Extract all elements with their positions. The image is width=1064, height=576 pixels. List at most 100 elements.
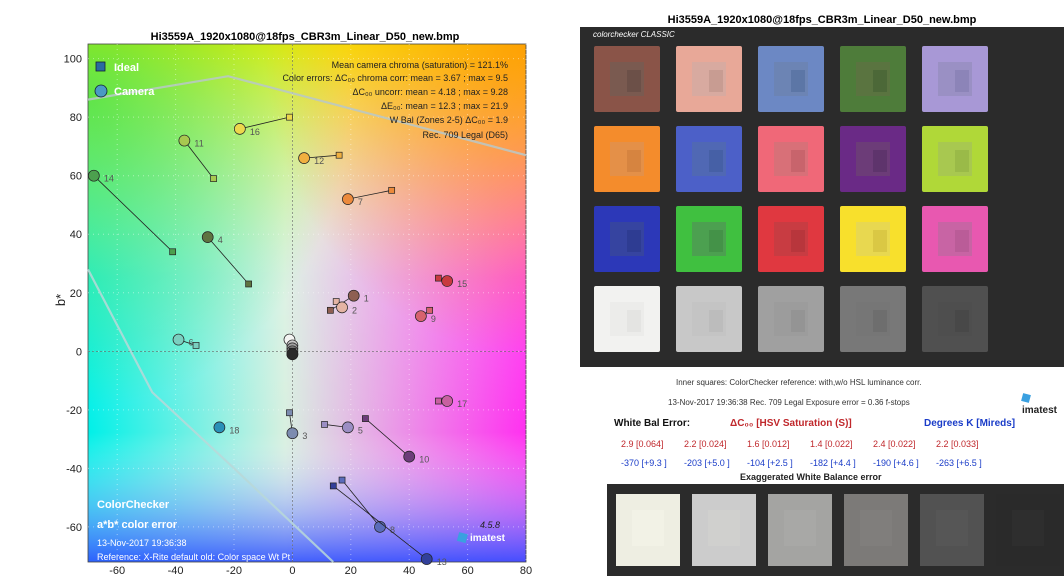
wb-value: -182 [+4.4 ] — [810, 458, 856, 468]
colorchecker-patch — [840, 126, 906, 192]
camera-marker-15 — [441, 275, 454, 287]
annotation-de: ΔE₀₀: mean = 12.3 ; max = 21.9 — [381, 101, 508, 111]
patch-inner-square — [856, 222, 890, 256]
ideal-marker-13 — [329, 482, 337, 490]
colorchecker-patch — [922, 286, 988, 352]
error-line-8 — [341, 479, 381, 528]
exaggerated-patch — [616, 494, 680, 566]
patch-inner-square-uncorr — [791, 70, 805, 92]
colorchecker-patch — [676, 126, 742, 192]
y-tick-label: -20 — [66, 405, 82, 417]
wb-value: 2.2 [0.024] — [684, 439, 727, 449]
ideal-marker-11 — [210, 175, 217, 182]
point-label-11: 11 — [194, 139, 203, 149]
point-label-9: 9 — [431, 314, 436, 324]
patch-inner-square-uncorr — [873, 230, 887, 252]
exaggerated-wb-image — [607, 484, 1064, 576]
patch-inner-square — [774, 302, 808, 336]
imatest-logo-icon — [1021, 393, 1031, 403]
colorchecker-patch — [922, 206, 988, 272]
patch-inner-square-uncorr — [709, 150, 723, 172]
exaggerated-patch — [692, 494, 756, 566]
patch-inner-square-uncorr — [627, 70, 641, 92]
error-line-4 — [207, 236, 249, 285]
y-tick-label: 100 — [64, 54, 82, 66]
point-label-17: 17 — [457, 399, 467, 409]
annotation-wbal: W Bal (Zones 2-5) ΔC₀₀ = 1.9 — [390, 115, 508, 125]
right-chart-title: Hi3559A_1920x1080@18fps_CBR3m_Linear_D50… — [667, 14, 977, 26]
colorchecker-patch — [676, 286, 742, 352]
camera-marker-3 — [286, 427, 299, 440]
colorchecker-patch — [840, 206, 906, 272]
exaggerated-inner-square — [1012, 510, 1044, 546]
error-line-11 — [184, 140, 214, 179]
patch-inner-square-uncorr — [873, 150, 887, 172]
ideal-marker-3 — [286, 409, 293, 417]
patch-inner-square — [692, 302, 726, 336]
patch-inner-square-uncorr — [627, 230, 641, 252]
patch-inner-square — [938, 142, 972, 176]
x-tick-label: 40 — [403, 565, 415, 576]
exaggerated-inner-square — [632, 510, 664, 546]
patch-inner-square-uncorr — [791, 230, 805, 252]
wb-dc-header: ΔC₀₀ [HSV Saturation (S)] — [730, 418, 852, 429]
ideal-marker-7 — [388, 186, 396, 194]
camera-marker-1 — [347, 289, 360, 302]
ideal-marker-8 — [338, 476, 346, 484]
x-tick-label: 80 — [520, 565, 532, 576]
patch-inner-square — [692, 142, 726, 176]
y-tick-label: 80 — [70, 112, 82, 124]
caption-subtitle: a*b* color error — [97, 519, 178, 531]
exaggerated-inner-square — [936, 510, 968, 546]
left-chart-title: Hi3559A_1920x1080@18fps_CBR3m_Linear_D50… — [150, 31, 460, 43]
gamut-line-top — [87, 75, 527, 157]
ideal-marker-15 — [435, 274, 442, 282]
wb-value: -263 [+6.5 ] — [936, 458, 982, 468]
plot-frame — [87, 43, 527, 563]
y-tick-label: 0 — [76, 346, 82, 358]
colorchecker-patch — [758, 206, 824, 272]
ideal-marker-9 — [426, 306, 433, 314]
wb-value: 1.4 [0.022] — [810, 439, 853, 449]
y-tick-label: 60 — [70, 171, 82, 183]
camera-marker-16 — [233, 123, 246, 135]
plot-background — [87, 43, 527, 563]
point-label-1: 1 — [364, 294, 369, 304]
colorchecker-patch — [840, 286, 906, 352]
wb-value: -104 [+2.5 ] — [747, 458, 793, 468]
legend-camera-marker — [94, 84, 108, 98]
colorchecker-patch — [758, 126, 824, 192]
y-axis-label: b* — [53, 294, 68, 306]
patch-inner-square-uncorr — [709, 230, 723, 252]
point-label-18: 18 — [229, 425, 239, 435]
patch-inner-square — [774, 142, 808, 176]
y-tick-label: -60 — [66, 522, 82, 534]
point-label-15: 15 — [457, 279, 467, 289]
patch-inner-square — [610, 142, 644, 176]
wb-label: White Bal Error: — [614, 418, 691, 429]
info-inner-squares: Inner squares: ColorChecker reference: w… — [676, 378, 922, 387]
colorchecker-patch — [922, 126, 988, 192]
ideal-marker-10 — [362, 415, 369, 422]
patch-inner-square — [938, 302, 972, 336]
ideal-marker-12 — [335, 151, 343, 159]
patch-inner-square-uncorr — [873, 70, 887, 92]
error-line-14 — [93, 175, 173, 253]
point-label-10: 10 — [419, 455, 429, 465]
right-brand: imatest — [1021, 393, 1064, 416]
wb-value: -370 [+9.3 ] — [621, 458, 667, 468]
wb-value: 1.6 [0.012] — [747, 439, 790, 449]
patch-inner-square — [610, 302, 644, 336]
caption-reference: Reference: X-Rite default old: Color spa… — [97, 552, 291, 562]
colorchecker-patch — [594, 46, 660, 112]
camera-marker-4 — [201, 231, 214, 244]
x-tick-label: 20 — [345, 565, 357, 576]
gamut-boundary — [87, 75, 527, 563]
exaggerated-title: Exaggerated White Balance error — [740, 472, 882, 482]
camera-marker-9 — [415, 310, 427, 323]
colorchecker-patch — [840, 46, 906, 112]
patch-inner-square-uncorr — [955, 230, 969, 252]
x-tick-label: 0 — [289, 565, 295, 576]
wb-degrees-header: Degrees K [Mireds] — [924, 418, 1016, 429]
error-line-13 — [333, 485, 427, 560]
